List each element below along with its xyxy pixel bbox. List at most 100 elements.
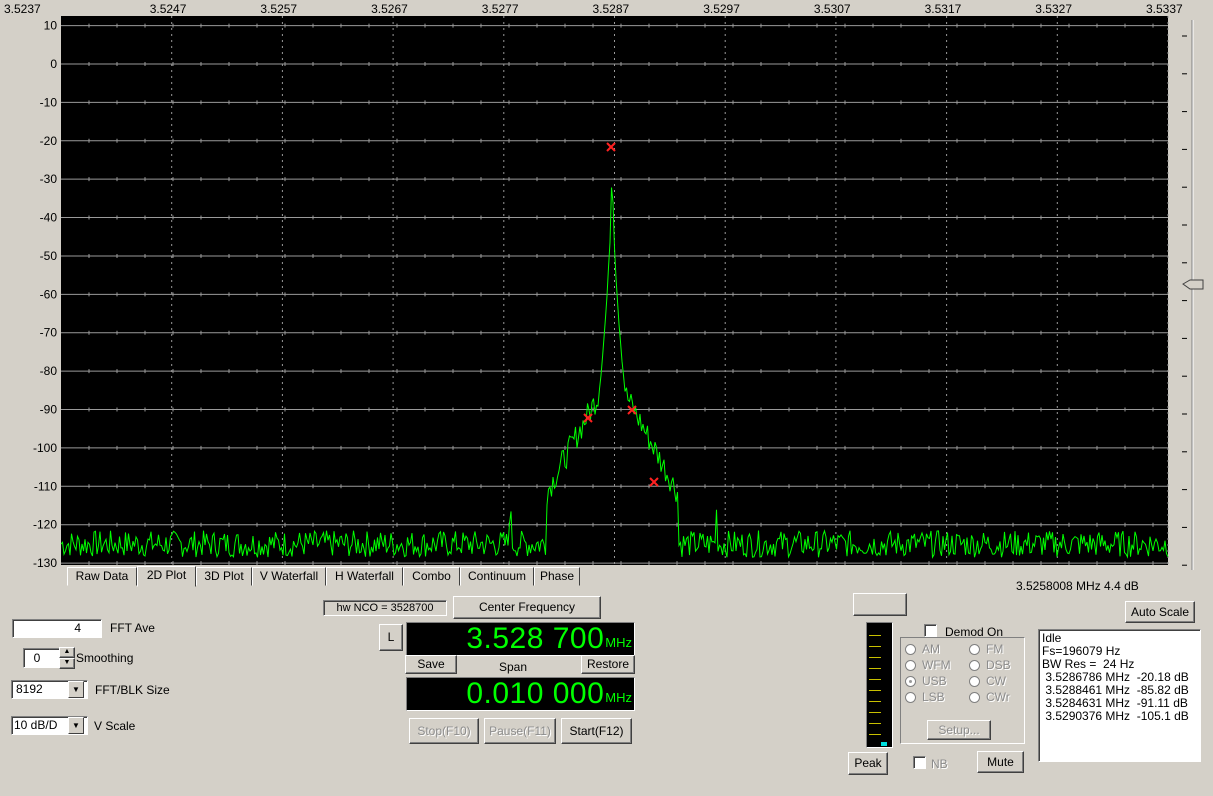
y-tick-label: -60 — [40, 287, 58, 301]
tab-continuum[interactable]: Continuum — [460, 567, 534, 586]
meter-tick — [869, 712, 881, 713]
nb-checkbox[interactable] — [913, 756, 926, 769]
mode-label-lsb: LSB — [922, 690, 945, 704]
y-axis-ticks: 10 0 -10 -20 -30 -40 -50 -60 -70 -80 -90 -100 -110 -1… — [33, 19, 57, 570]
demod-mode-group — [900, 637, 1025, 744]
center-frequency-button[interactable]: Center Frequency — [453, 596, 601, 619]
smoothing-label: Smoothing — [76, 651, 134, 665]
setup-button[interactable]: Setup... — [927, 720, 991, 740]
tab-v-waterfall[interactable]: V Waterfall — [252, 567, 326, 586]
y-tick-label: -130 — [33, 556, 57, 570]
y-tick-label: -10 — [40, 95, 58, 109]
tab-phase[interactable]: Phase — [534, 567, 580, 586]
radio-wfm[interactable] — [905, 660, 916, 671]
v-scale-label: V Scale — [94, 719, 136, 733]
lock-l-button[interactable]: L — [379, 624, 403, 651]
level-slider-thumb[interactable] — [1182, 279, 1204, 290]
meter-tick — [869, 668, 881, 669]
mode-label-cwr: CWr — [986, 690, 1010, 704]
x-tick-label: 3.5337 — [1146, 2, 1183, 16]
stop-button[interactable]: Stop(F10) — [409, 718, 479, 744]
meter-tick — [869, 679, 881, 680]
span-display[interactable]: 0.010 000 MHz — [406, 677, 635, 711]
radio-cw[interactable] — [969, 676, 980, 687]
radio-cwr[interactable] — [969, 692, 980, 703]
y-tick-label: -30 — [40, 172, 58, 186]
tab-3d-plot[interactable]: 3D Plot — [196, 567, 252, 586]
span-unit: MHz — [605, 690, 632, 705]
x-tick-label: 3.5287 — [593, 2, 630, 16]
radio-usb[interactable] — [905, 676, 916, 687]
radio-dsb[interactable] — [969, 660, 980, 671]
y-tick-label: -50 — [40, 249, 58, 263]
status-line: 3.5290376 MHz -105.1 dB — [1042, 709, 1189, 723]
smoothing-down-button[interactable]: ▼ — [59, 658, 75, 669]
x-tick-label: 3.5237 — [4, 2, 41, 16]
meter-tick — [869, 734, 881, 735]
chevron-down-icon[interactable]: ▼ — [68, 717, 84, 734]
cursor-readout: 3.5258008 MHz 4.4 dB — [1016, 579, 1139, 593]
y-tick-label: -70 — [40, 326, 58, 340]
x-tick-label: 3.5277 — [482, 2, 519, 16]
x-tick-label: 3.5267 — [371, 2, 408, 16]
mode-label-dsb: DSB — [986, 658, 1011, 672]
auto-scale-button[interactable]: Auto Scale — [1125, 601, 1195, 623]
frequency-value: 3.528 700 — [466, 622, 605, 655]
status-line: BW Res = 24 Hz — [1042, 657, 1135, 671]
radio-am[interactable] — [905, 644, 916, 655]
marker-x-icon — [606, 142, 616, 152]
marker-x-icon — [583, 413, 593, 423]
status-line: 3.5286786 MHz -20.18 dB — [1042, 670, 1189, 684]
demod-on-checkbox[interactable] — [924, 624, 937, 637]
radio-fm[interactable] — [969, 644, 980, 655]
blank-button[interactable] — [853, 593, 907, 616]
status-line: 3.5284631 MHz -91.11 dB — [1042, 696, 1188, 710]
peak-button[interactable]: Peak — [848, 752, 888, 775]
restore-button[interactable]: Restore — [581, 655, 635, 674]
status-line: Fs=196079 Hz — [1042, 644, 1121, 658]
y-tick-label: -100 — [33, 441, 57, 455]
span-label: Span — [499, 660, 528, 674]
tab-raw-data[interactable]: Raw Data — [67, 567, 137, 586]
status-panel: Idle Fs=196079 Hz BW Res = 24 Hz 3.5286786… — [1038, 629, 1201, 762]
mode-label-wfm: WFM — [922, 658, 951, 672]
peak-markers — [583, 142, 659, 487]
frequency-display[interactable]: 3.528 700 MHz — [406, 622, 635, 656]
x-tick-label: 3.5257 — [260, 2, 297, 16]
chevron-down-icon[interactable]: ▼ — [68, 681, 84, 698]
tab-2d-plot[interactable]: 2D Plot — [137, 566, 196, 587]
mute-button[interactable]: Mute — [977, 751, 1024, 773]
meter-tick — [869, 646, 881, 647]
y-tick-label: -80 — [40, 364, 58, 378]
y-tick-label: -20 — [40, 134, 58, 148]
meter-tick — [869, 701, 881, 702]
smoothing-input[interactable]: 0 — [23, 648, 61, 668]
x-tick-label: 3.5247 — [150, 2, 187, 16]
meter-tick — [869, 690, 881, 691]
x-tick-label: 3.5317 — [925, 2, 962, 16]
radio-lsb[interactable] — [905, 692, 916, 703]
spectrum-plot[interactable]: 3.5237 3.5247 3.5257 3.5267 3.5277 3.5287 3.52… — [0, 0, 1213, 570]
save-button[interactable]: Save — [405, 655, 457, 674]
plot-grid — [61, 16, 1169, 566]
y-tick-label: 10 — [44, 19, 58, 33]
hw-nco-readout: hw NCO = 3528700 — [323, 600, 447, 616]
x-tick-label: 3.5297 — [703, 2, 740, 16]
fft-ave-input[interactable]: 4 — [12, 619, 102, 638]
x-tick-label: 3.5307 — [814, 2, 851, 16]
meter-level-bar — [881, 742, 887, 746]
y-tick-label: -120 — [33, 518, 57, 532]
fft-blk-label: FFT/BLK Size — [95, 683, 170, 697]
plot-area[interactable] — [61, 16, 1168, 565]
x-axis-ticks: 3.5237 3.5247 3.5257 3.5267 3.5277 3.5287 3.52… — [4, 2, 1183, 16]
x-tick-label: 3.5327 — [1035, 2, 1072, 16]
marker-x-icon — [649, 477, 659, 487]
start-button[interactable]: Start(F12) — [561, 718, 632, 744]
tab-combo[interactable]: Combo — [403, 567, 460, 586]
tab-h-waterfall[interactable]: H Waterfall — [326, 567, 403, 586]
pause-button[interactable]: Pause(F11) — [484, 718, 556, 744]
status-line: 3.5288461 MHz -85.82 dB — [1042, 683, 1189, 697]
status-line: Idle — [1042, 631, 1062, 645]
smoothing-up-button[interactable]: ▲ — [59, 647, 75, 658]
mode-label-fm: FM — [986, 642, 1004, 656]
